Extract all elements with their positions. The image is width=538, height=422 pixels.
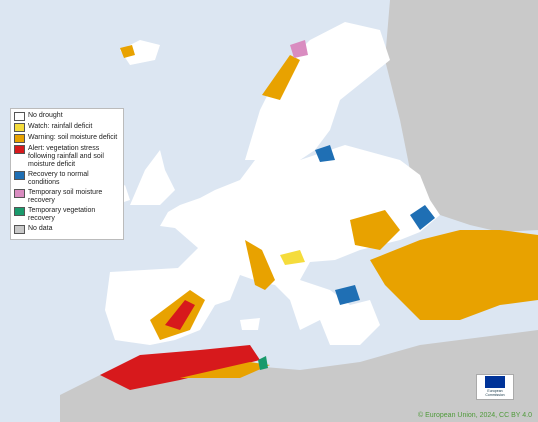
logo-text: European: [487, 389, 503, 393]
non-eu-land: [60, 0, 538, 422]
legend-swatch: [14, 225, 25, 234]
legend-label: Watch: rainfall deficit: [28, 123, 93, 130]
legend-item: Temporary vegetation recovery: [14, 207, 120, 223]
legend: No drought Watch: rainfall deficit Warning…: [10, 108, 124, 240]
eu-flag: [485, 376, 505, 388]
legend-item: No data: [14, 225, 120, 234]
legend-swatch: [14, 123, 25, 132]
legend-swatch: [14, 207, 25, 216]
legend-item: No drought: [14, 112, 120, 121]
eu-logo: European Commission: [476, 374, 514, 400]
legend-label: No drought: [28, 112, 63, 119]
legend-swatch: [14, 134, 25, 143]
legend-label: No data: [28, 225, 53, 232]
legend-swatch: [14, 112, 25, 121]
legend-swatch: [14, 189, 25, 198]
legend-label: Recovery to normal conditions: [28, 171, 89, 186]
legend-item: Recovery to normal conditions: [14, 171, 120, 187]
legend-swatch: [14, 171, 25, 180]
credit: © European Union, 2024, CC BY 4.0: [418, 412, 532, 419]
legend-label: Alert: vegetation stress following rainf…: [28, 145, 104, 168]
legend-label: Temporary soil moisture recovery: [28, 189, 103, 204]
legend-item: Alert: vegetation stress following rainf…: [14, 145, 120, 169]
legend-label: Temporary vegetation recovery: [28, 207, 96, 222]
legend-item: Watch: rainfall deficit: [14, 123, 120, 132]
logo-text: Commission: [485, 393, 505, 397]
drought-areas: [100, 40, 538, 390]
legend-item: Warning: soil moisture deficit: [14, 134, 120, 143]
legend-label: Warning: soil moisture deficit: [28, 134, 118, 141]
legend-swatch: [14, 145, 25, 154]
legend-item: Temporary soil moisture recovery: [14, 189, 120, 205]
